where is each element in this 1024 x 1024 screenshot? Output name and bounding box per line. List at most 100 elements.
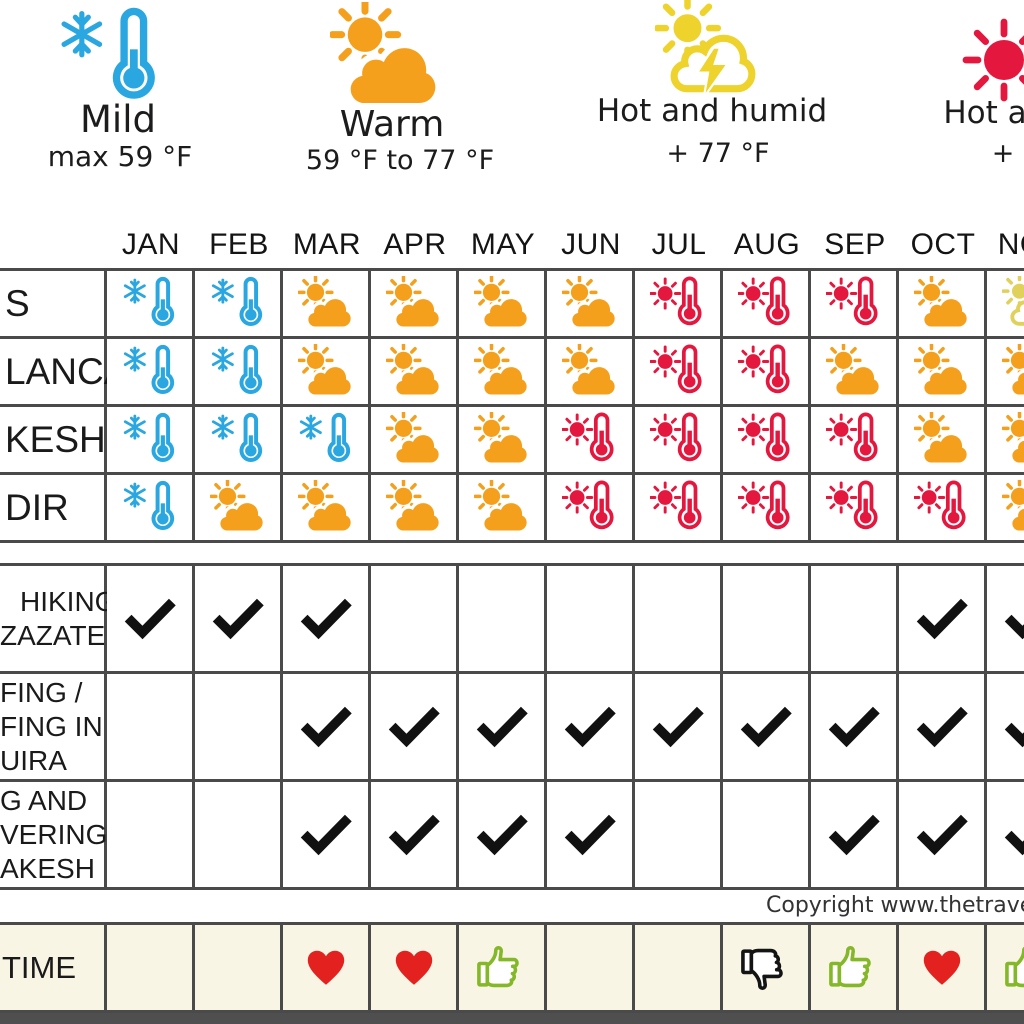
activity-cell-oct — [899, 566, 987, 674]
sun-thermometer-icon — [649, 479, 702, 529]
month-header-feb: FEB — [209, 228, 269, 261]
activity-cell-mar — [283, 566, 371, 674]
weather-cell-aug — [723, 271, 811, 339]
snowflake-thermometer-icon — [299, 412, 350, 462]
activity-cell-nov — [987, 566, 1024, 674]
check-icon — [564, 706, 616, 747]
legend-hot-dry-label: Hot a — [943, 95, 1024, 131]
weather-cell-oct — [899, 271, 987, 339]
check-icon — [564, 814, 616, 855]
table-border-line — [0, 268, 1024, 271]
check-icon — [388, 706, 440, 747]
check-icon — [300, 706, 352, 747]
best-time-cell-aug — [723, 925, 811, 1013]
check-icon — [124, 598, 176, 639]
activity-cell-nov — [987, 782, 1024, 890]
activity-label: FING / FING IN UIRA — [0, 676, 103, 778]
check-icon — [476, 706, 528, 747]
weather-cell-sep — [811, 339, 899, 407]
thumbs-up-icon — [1004, 946, 1024, 987]
snowflake-thermometer-icon — [61, 7, 155, 99]
check-icon — [388, 814, 440, 855]
legend-warm — [330, 2, 442, 114]
month-header-jun: JUN — [561, 228, 621, 261]
sun-cloud-icon — [913, 275, 970, 330]
activity-cell-apr — [371, 566, 459, 674]
sun-cloud-icon — [1001, 343, 1024, 398]
heart-icon — [395, 950, 432, 985]
activity-cell-jun — [547, 782, 635, 890]
legend-mild — [58, 6, 162, 110]
best-time-cell-mar — [283, 925, 371, 1013]
weather-cell-oct — [899, 407, 987, 475]
sun-thermometer-icon — [825, 411, 878, 461]
sun-cloud-icon — [297, 479, 354, 534]
city-label: DIR — [5, 486, 69, 528]
sun-cloud-icon — [473, 275, 530, 330]
activity-row-label-cell: HIKING ZAZATE — [0, 566, 116, 674]
month-header-jul: JUL — [651, 228, 707, 261]
weather-cell-sep — [811, 475, 899, 543]
sun-thermometer-icon — [649, 275, 702, 325]
weather-cell-feb — [195, 339, 283, 407]
weather-cell-aug — [723, 339, 811, 407]
legend-warm-label: Warm — [339, 104, 445, 145]
month-header-jan: JAN — [121, 228, 181, 261]
heart-icon — [923, 950, 960, 985]
check-icon — [300, 814, 352, 855]
weather-cell-may — [459, 475, 547, 543]
sun-cloud-icon — [561, 275, 618, 330]
activity-cell-sep — [811, 566, 899, 674]
sun-thermometer-icon — [737, 343, 790, 393]
sun-cloud-icon — [473, 411, 530, 466]
weather-cell-jul — [635, 271, 723, 339]
activity-cell-jul — [635, 782, 723, 890]
activity-label-line: AKESH — [0, 852, 95, 884]
heart-icon — [307, 950, 344, 985]
table-border-line — [0, 922, 1024, 925]
weather-cell-apr — [371, 407, 459, 475]
check-icon — [740, 706, 792, 747]
weather-cell-may — [459, 339, 547, 407]
weather-cell-nov — [987, 475, 1024, 543]
activity-row-label-cell: G AND VERING AKESH — [0, 782, 107, 890]
sun-cloud-lightning-icon — [655, 0, 756, 99]
weather-cell-jan — [107, 339, 195, 407]
weather-cell-jul — [635, 407, 723, 475]
sun-thermometer-icon — [561, 479, 614, 529]
sun-cloud-icon — [1001, 479, 1024, 534]
check-icon — [476, 814, 528, 855]
activity-cell-oct — [899, 782, 987, 890]
city-label: S — [5, 282, 30, 324]
weather-cell-sep — [811, 271, 899, 339]
weather-cell-feb — [195, 271, 283, 339]
month-header-nov: NOV — [997, 228, 1024, 261]
activity-row-label-cell: FING / FING IN UIRA — [0, 674, 107, 782]
weather-cell-jan — [107, 407, 195, 475]
activity-label-line: FING IN — [0, 710, 103, 742]
sun-cloud-icon — [385, 411, 442, 466]
check-icon — [652, 706, 704, 747]
sun-thermometer-icon — [649, 343, 702, 393]
sun-thermometer-icon — [561, 411, 614, 461]
best-time-label: TIME — [2, 949, 77, 985]
weather-cell-sep — [811, 407, 899, 475]
check-icon — [916, 706, 968, 747]
sun-cloud-icon — [561, 343, 618, 398]
activity-cell-sep — [811, 782, 899, 890]
check-icon — [828, 814, 880, 855]
check-icon — [1004, 722, 1024, 747]
check-icon — [916, 814, 968, 855]
best-time-cell-apr — [371, 925, 459, 1013]
sun-thermometer-icon — [737, 275, 790, 325]
month-header-sep: SEP — [824, 228, 886, 261]
weather-cell-mar — [283, 407, 371, 475]
activity-cell-feb — [195, 674, 283, 782]
snowflake-thermometer-icon — [123, 480, 174, 530]
best-time-cell-jun — [547, 925, 635, 1013]
best-time-cell-sep — [811, 925, 899, 1013]
weather-cell-jan — [107, 475, 195, 543]
weather-cell-jun — [547, 271, 635, 339]
table-border-line — [0, 563, 1024, 566]
